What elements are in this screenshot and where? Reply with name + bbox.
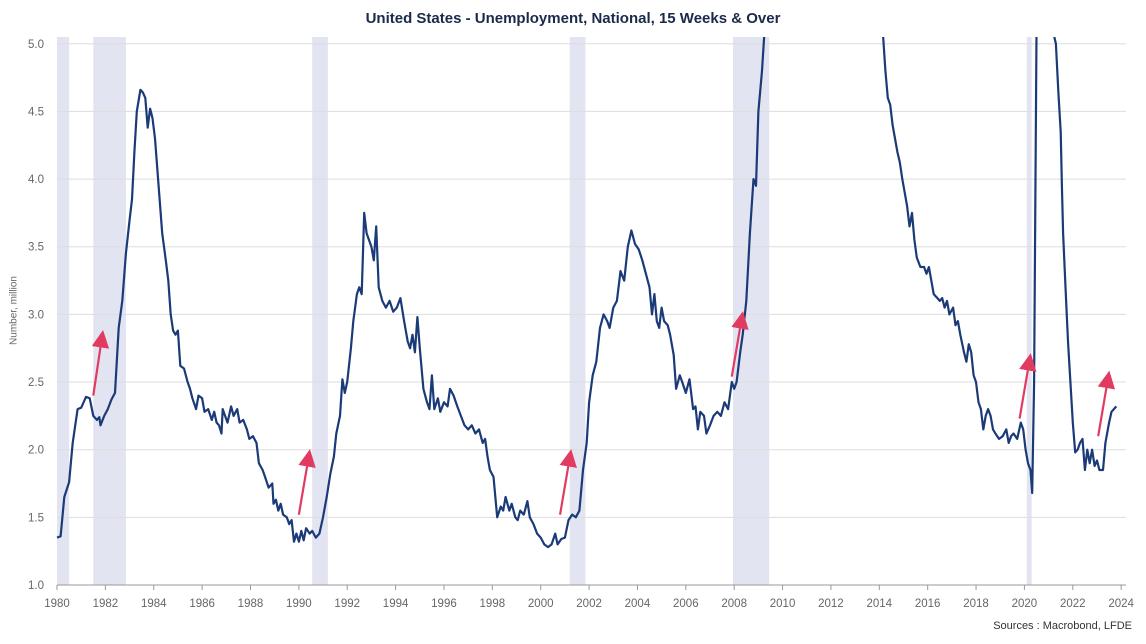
x-axis-ticks: 1980 1982 1984 1986 1988 1990 1992 1994 1996 1998…: [44, 584, 1135, 610]
recession-bands: [57, 37, 1032, 585]
recession-band: [57, 37, 70, 585]
recession-band: [312, 37, 328, 585]
y-tick-label: 1.0: [28, 580, 44, 592]
series-lines: [56, 37, 1118, 549]
x-tick-label: 1980: [44, 598, 70, 610]
y-tick-label: 2.0: [28, 445, 44, 457]
recession-band: [1026, 37, 1032, 585]
y-tick-label: 4.5: [28, 106, 44, 118]
x-tick-label: 2002: [576, 598, 602, 610]
x-tick-label: 1988: [238, 598, 264, 610]
x-tick-label: 1992: [334, 598, 360, 610]
x-tick-label: 2000: [528, 598, 554, 610]
x-tick-label: 1998: [480, 598, 506, 610]
y-tick-label: 3.5: [28, 242, 44, 254]
trend-arrow: [91, 330, 110, 396]
x-tick-label: 2018: [963, 598, 989, 610]
x-tick-label: 2012: [818, 598, 844, 610]
trend-arrows: [91, 311, 1116, 515]
x-tick-label: 2006: [673, 598, 699, 610]
source-note: Sources : Macrobond, LFDE: [993, 620, 1132, 632]
gridlines: [57, 43, 1126, 586]
x-tick-label: 1986: [189, 598, 215, 610]
trend-arrow: [558, 449, 577, 515]
x-tick-label: 1984: [141, 598, 167, 610]
x-tick-label: 1996: [431, 598, 457, 610]
x-tick-label: 2016: [915, 598, 941, 610]
recession-band: [569, 37, 586, 585]
y-tick-label: 2.5: [28, 377, 44, 389]
x-tick-label: 2024: [1108, 598, 1134, 610]
y-tick-label: 1.5: [28, 512, 44, 524]
x-tick-label: 1990: [286, 598, 312, 610]
trend-arrow: [297, 449, 316, 515]
trend-arrow: [730, 311, 749, 377]
x-tick-label: 2022: [1060, 598, 1086, 610]
x-tick-label: 2014: [867, 598, 893, 610]
trend-arrow: [1018, 353, 1037, 419]
y-axis-ticks: 1.0 1.5 2.0 2.5 3.0 3.5 4.0 4.5 5.0: [28, 39, 44, 592]
y-tick-label: 3.0: [28, 309, 44, 321]
recession-band: [732, 37, 770, 585]
trend-arrow: [1097, 370, 1116, 437]
x-tick-label: 2020: [1012, 598, 1038, 610]
x-tick-label: 2010: [770, 598, 796, 610]
unemployment-15-weeks-line: [56, 37, 1118, 549]
x-tick-label: 2004: [625, 598, 651, 610]
y-tick-label: 5.0: [28, 39, 44, 51]
x-tick-label: 1994: [383, 598, 409, 610]
y-tick-label: 4.0: [28, 174, 44, 186]
chart-title: United States - Unemployment, National, …: [365, 10, 781, 27]
x-tick-label: 2008: [721, 598, 747, 610]
x-tick-label: 1982: [93, 598, 119, 610]
